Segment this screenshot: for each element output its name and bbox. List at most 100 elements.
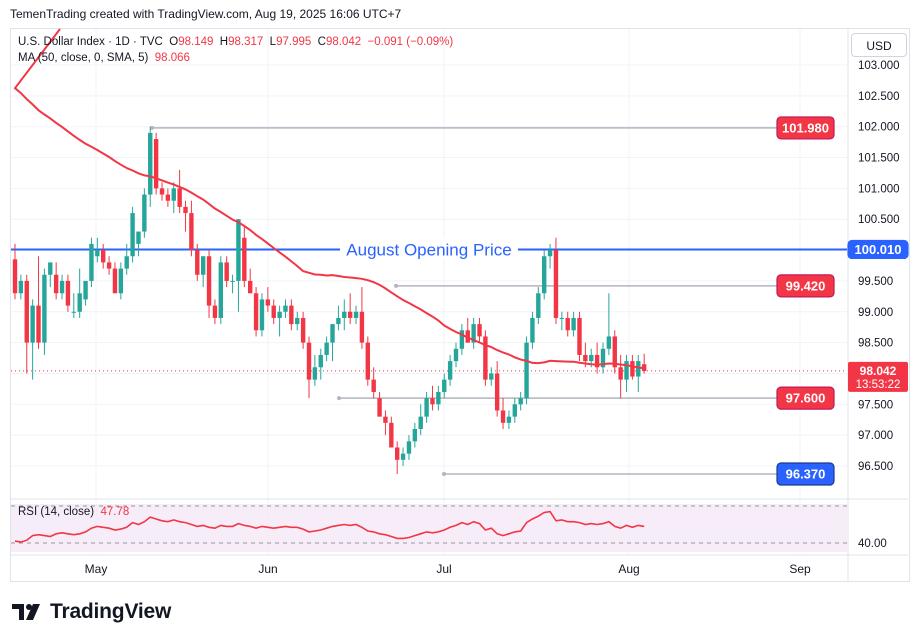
candle	[224, 256, 229, 288]
price-tick-label: 96.500	[858, 461, 893, 473]
candle-body	[524, 342, 529, 399]
candle-body	[24, 280, 29, 343]
candle-body	[242, 237, 247, 281]
candle-body	[542, 256, 547, 294]
tradingview-logo-icon	[12, 604, 40, 620]
candle	[53, 262, 59, 300]
candle-body	[312, 367, 318, 380]
candle-body	[624, 361, 629, 380]
candle	[594, 342, 600, 374]
level-label-97600: 97.600	[776, 386, 835, 410]
price-tick-label: 99.500	[858, 276, 893, 288]
candle-body	[365, 342, 370, 380]
candle-body	[306, 342, 312, 380]
candle	[400, 447, 406, 466]
candle	[512, 398, 517, 423]
candle-body	[195, 250, 200, 275]
price-tick-label: 99.000	[858, 307, 893, 319]
candle	[453, 342, 459, 368]
candle-body	[536, 293, 541, 318]
grid	[11, 29, 847, 554]
candle	[459, 324, 465, 355]
candle	[436, 385, 441, 411]
candle-body	[606, 336, 612, 349]
candle-body	[418, 416, 423, 429]
candle	[195, 243, 200, 281]
candle	[324, 336, 329, 362]
candle-body	[559, 317, 565, 319]
tradingview-logo[interactable]: TradingView	[12, 600, 171, 624]
level-label-99420: 99.420	[776, 274, 835, 298]
price-tick-label: 98.500	[858, 338, 893, 350]
candle-body	[71, 311, 76, 313]
candle-body	[189, 213, 194, 251]
ma-label: MA (50, close, 0, SMA, 5)	[18, 52, 149, 64]
rsi-tick-label: 40.00	[858, 538, 887, 550]
candle	[612, 330, 617, 374]
candle-body	[330, 324, 335, 343]
candle-body	[30, 305, 35, 343]
date-tick-label: Jun	[258, 562, 277, 576]
candle-body	[612, 336, 617, 368]
currency-button[interactable]: USD	[851, 33, 907, 57]
candle	[218, 256, 223, 325]
rsi-value: 47.78	[100, 506, 130, 518]
candle-body	[400, 453, 406, 460]
candle-body	[424, 398, 429, 417]
date-tick-label: Aug	[618, 562, 639, 576]
candle-body	[565, 317, 570, 331]
level-anchor	[150, 125, 154, 130]
candle	[530, 311, 535, 349]
candle	[189, 200, 194, 257]
candle-body	[547, 250, 553, 257]
price-tick-label: 101.000	[858, 183, 900, 195]
candle-body	[453, 348, 459, 362]
candle-body	[636, 361, 641, 377]
candle	[130, 206, 135, 263]
candle	[383, 410, 388, 436]
candle	[300, 311, 306, 349]
candle	[347, 293, 353, 325]
candle	[18, 274, 24, 300]
candle	[577, 311, 582, 362]
close-value: 98.042	[325, 36, 362, 48]
candle-body	[353, 311, 359, 318]
candle-body	[371, 379, 376, 392]
candle	[212, 299, 218, 325]
candle-body	[589, 354, 594, 362]
candle	[289, 299, 294, 331]
ma-value: 98.066	[154, 52, 190, 64]
candle	[65, 274, 71, 312]
rsi-legend: RSI (14, close) 47.78	[18, 506, 129, 518]
candle	[330, 324, 335, 362]
level-label-99420-text: 99.420	[786, 278, 826, 293]
candle-body	[153, 139, 159, 189]
candle	[253, 287, 259, 337]
brand-name: TradingView	[50, 600, 172, 623]
level-label-99420-bg	[776, 274, 835, 298]
candle	[318, 348, 323, 380]
candle-body	[406, 441, 412, 454]
candle-body	[177, 188, 182, 207]
candle-body	[206, 256, 212, 306]
candle-body	[347, 311, 353, 318]
ma-line	[13, 28, 645, 370]
candle-body	[236, 219, 241, 281]
candle-body	[518, 398, 523, 405]
candle-body	[389, 422, 394, 448]
candle	[518, 391, 523, 411]
candle	[71, 293, 76, 318]
level-label-97600-text: 97.600	[786, 391, 826, 406]
candle-body	[265, 299, 271, 306]
candle-body	[489, 373, 494, 380]
candle-body	[342, 311, 347, 318]
candle-body	[630, 361, 635, 377]
close-label: C	[317, 36, 326, 48]
candle-body	[183, 206, 188, 214]
date-tick-label: Jul	[436, 562, 451, 576]
candle-body	[83, 280, 88, 300]
candle-body	[42, 274, 47, 343]
candle	[412, 422, 418, 448]
candle	[165, 188, 171, 207]
